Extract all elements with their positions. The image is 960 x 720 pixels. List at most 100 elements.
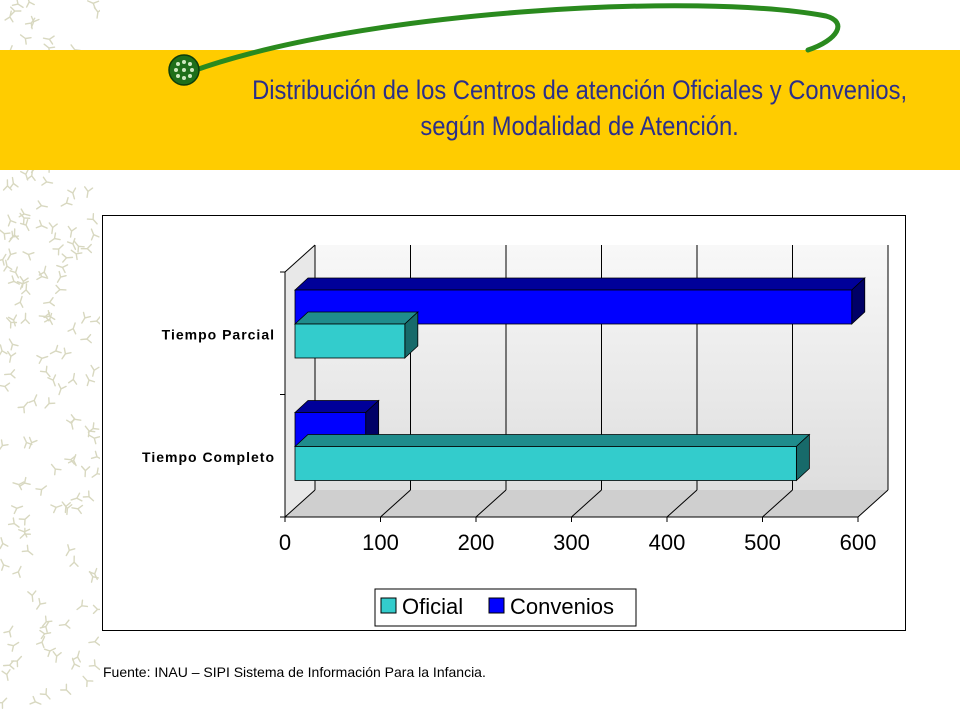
pattern-glyph xyxy=(39,629,52,640)
bar-chart: 0 100 200 300 400 500 600 Tiempo Parcial Tiempo … xyxy=(142,244,889,627)
pattern-glyph xyxy=(67,187,77,200)
pattern-glyph xyxy=(41,176,54,186)
pattern-glyph xyxy=(52,244,64,256)
pattern-glyph xyxy=(7,214,17,227)
gridline-floor xyxy=(666,489,698,518)
pattern-glyph xyxy=(19,34,32,45)
pattern-glyph xyxy=(70,492,83,502)
pattern-glyph xyxy=(10,655,23,668)
pattern-glyph xyxy=(6,317,18,329)
pattern-glyph xyxy=(87,422,100,433)
pattern-glyph xyxy=(50,504,63,514)
gridline-floor xyxy=(857,489,889,518)
x-tick-label: 200 xyxy=(458,530,495,555)
axis-edge xyxy=(284,244,316,273)
pattern-glyph xyxy=(86,213,98,225)
x-tick-label: 300 xyxy=(553,530,590,555)
pattern-glyph xyxy=(83,186,94,199)
pattern-glyph xyxy=(4,369,16,379)
pattern-glyph xyxy=(52,651,62,663)
gridline-floor xyxy=(475,489,507,518)
pattern-glyph xyxy=(80,333,92,344)
pattern-glyph xyxy=(22,251,35,261)
pattern-glyph xyxy=(56,264,69,274)
title-line-2: según Modalidad de Atención. xyxy=(420,111,739,141)
pattern-glyph xyxy=(47,374,57,387)
pattern-glyph xyxy=(20,312,30,325)
pattern-glyph xyxy=(82,490,95,502)
pattern-glyph xyxy=(0,439,9,452)
pattern-glyph xyxy=(35,219,48,229)
pattern-glyph xyxy=(0,697,8,709)
pattern-glyph xyxy=(18,528,31,538)
pattern-glyph xyxy=(18,476,31,488)
pattern-glyph xyxy=(10,6,22,16)
pattern-glyph xyxy=(61,501,71,514)
pattern-glyph xyxy=(80,243,93,254)
pattern-glyph xyxy=(19,212,31,225)
pattern-glyph xyxy=(64,455,76,465)
pattern-glyph xyxy=(3,625,14,638)
pattern-glyph xyxy=(85,374,96,387)
pattern-glyph xyxy=(25,0,35,8)
gridline-floor xyxy=(380,489,411,518)
pattern-glyph xyxy=(27,590,37,603)
pattern-glyph xyxy=(9,266,20,279)
pattern-glyph xyxy=(88,659,100,671)
pattern-glyph xyxy=(42,35,55,45)
legend-box xyxy=(374,588,637,627)
pattern-glyph xyxy=(43,647,56,658)
pattern-glyph xyxy=(0,229,11,241)
pattern-glyph xyxy=(39,688,51,700)
pattern-glyph xyxy=(19,275,29,288)
pattern-glyph xyxy=(81,311,92,324)
pattern-glyph xyxy=(88,636,100,646)
pattern-glyph xyxy=(90,364,100,377)
pattern-glyph xyxy=(54,284,67,295)
pattern-glyph xyxy=(35,636,46,649)
pattern-glyph xyxy=(39,620,50,633)
pattern-glyph xyxy=(29,695,42,705)
pattern-glyph xyxy=(6,248,17,261)
pattern-glyph xyxy=(80,465,91,478)
pattern-glyph xyxy=(7,641,20,652)
x-tick-label: 100 xyxy=(362,530,399,555)
pattern-glyph xyxy=(41,615,53,628)
x-tick-label: 600 xyxy=(840,530,877,555)
pattern-glyph xyxy=(56,270,67,283)
x-tick-label: 400 xyxy=(649,530,686,555)
pattern-glyph xyxy=(57,383,67,396)
pattern-glyph xyxy=(43,297,55,307)
pattern-glyph xyxy=(0,382,11,392)
pattern-glyph xyxy=(11,505,24,515)
pattern-glyph xyxy=(7,350,17,363)
pattern-glyph xyxy=(23,436,33,449)
pattern-glyph xyxy=(4,10,14,23)
pattern-glyph xyxy=(90,228,100,241)
pattern-glyph xyxy=(65,544,76,557)
pattern-glyph xyxy=(67,225,77,238)
bullet-icon xyxy=(168,54,200,86)
pattern-glyph xyxy=(92,604,100,615)
gridline-floor xyxy=(284,489,316,518)
legend-label-oficial: Oficial xyxy=(402,594,463,619)
legend-swatch-convenios xyxy=(488,597,505,614)
pattern-glyph xyxy=(12,565,22,578)
pattern-glyph xyxy=(70,249,83,261)
pattern-glyph xyxy=(12,481,25,491)
pattern-glyph xyxy=(50,463,62,476)
pattern-glyph xyxy=(90,450,100,461)
pattern-glyph xyxy=(88,434,100,445)
pattern-glyph xyxy=(67,322,77,335)
pattern-glyph xyxy=(7,275,20,285)
legend-swatch-oficial xyxy=(380,597,397,614)
pattern-glyph xyxy=(88,567,98,581)
pattern-glyph xyxy=(8,338,19,351)
pattern-glyph xyxy=(60,683,72,695)
pattern-glyph xyxy=(71,650,82,663)
pattern-glyph xyxy=(0,253,7,266)
pattern-glyph xyxy=(73,241,85,253)
pattern-glyph xyxy=(19,218,30,232)
pattern-glyph xyxy=(67,372,78,385)
gridline-floor xyxy=(762,489,793,518)
